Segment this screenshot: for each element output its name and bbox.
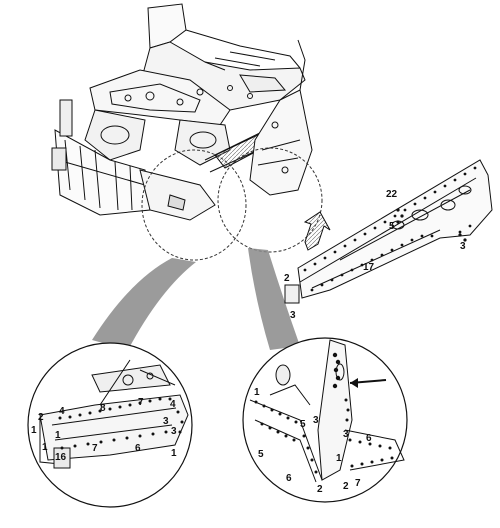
callout-label: 5 <box>389 221 395 232</box>
callout-label: 7 <box>355 478 361 489</box>
direction-arrow <box>303 211 331 251</box>
callout-label: 5 <box>300 419 306 430</box>
callout-label: 7 <box>138 397 144 408</box>
callout-label: 8 <box>100 403 106 414</box>
callout-label: 2 <box>317 484 323 495</box>
callout-label: 2 <box>343 481 349 492</box>
callout-label: 7 <box>92 443 98 454</box>
callout-label: 3 <box>313 415 319 426</box>
callout-label: 5 <box>258 449 264 460</box>
callout-label: 2 <box>284 273 290 284</box>
reinforcement-panel <box>284 159 493 304</box>
callout-label: 1 <box>171 448 177 459</box>
right-detail-view <box>242 337 408 503</box>
detail-leader-wedges <box>92 248 300 350</box>
callout-label: 3 <box>460 241 466 252</box>
left-detail-callouts: 8 7 4 2 4 3 3 1 1 1 16 7 6 1 <box>31 397 177 463</box>
callout-label: 16 <box>55 452 67 463</box>
callout-label: 6 <box>135 443 141 454</box>
callout-label: 1 <box>55 430 61 441</box>
callout-label: 17 <box>363 262 375 273</box>
left-detail-view <box>27 342 193 508</box>
callout-label: 3 <box>290 310 296 321</box>
main-panel-callouts: 22 5 3 17 2 3 <box>284 189 466 321</box>
callout-label: 6 <box>286 473 292 484</box>
callout-label: 1 <box>254 387 260 398</box>
callout-label: 4 <box>170 399 176 410</box>
callout-label: 2 <box>38 412 44 423</box>
callout-label: 22 <box>386 189 398 200</box>
callout-label: 1 <box>42 442 48 453</box>
vehicle-front-body <box>51 3 313 221</box>
callout-label: 1 <box>31 425 37 436</box>
callout-label: 3 <box>163 416 169 427</box>
right-detail-callouts: 1 5 3 3 6 5 1 6 2 2 7 <box>254 387 372 495</box>
detail-marker-circles <box>141 147 323 261</box>
callout-label: 3 <box>343 429 349 440</box>
callout-label: 6 <box>366 433 372 444</box>
callout-label: 1 <box>336 453 342 464</box>
callout-label: 3 <box>171 426 177 437</box>
panel-weld-dots <box>303 166 477 292</box>
callout-label: 4 <box>59 406 65 417</box>
